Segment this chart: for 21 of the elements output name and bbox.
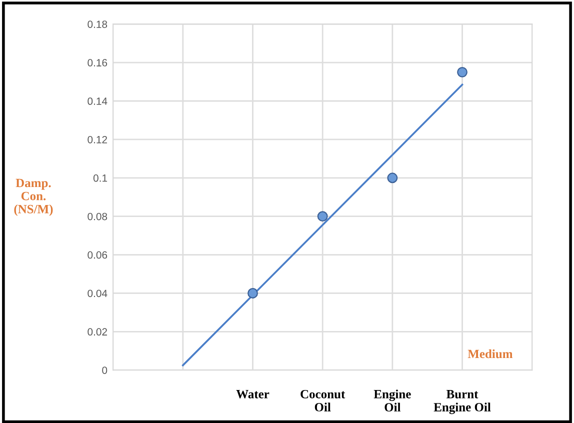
- y-tick-label: 0.16: [88, 59, 108, 66]
- y-tick-label: 0.02: [88, 328, 107, 336]
- point: [248, 288, 258, 298]
- x-tick-label: Coconut Oil: [300, 390, 346, 412]
- y-tick-label: 0: [102, 366, 108, 374]
- y-tick-label: 0.1: [93, 174, 108, 182]
- y-axis-title: Damp. Con. (NS/M): [14, 178, 53, 216]
- y-tick-label: 0.14: [88, 98, 108, 105]
- line-series: [182, 84, 464, 366]
- x-tick-label: Engine Oil: [374, 390, 411, 412]
- x-tick-label: Burnt Engine Oil: [434, 390, 491, 414]
- x-axis-title: Medium: [468, 349, 513, 358]
- x-tick-label: Water: [236, 390, 270, 398]
- point: [457, 66, 468, 78]
- y-tick-label: 0.12: [88, 136, 107, 144]
- point: [317, 211, 328, 222]
- y-tick-label: 0.04: [88, 290, 108, 298]
- point: [387, 172, 398, 184]
- y-tick-label: 0.06: [88, 251, 108, 259]
- y-tick-label: 0.18: [88, 20, 108, 28]
- y-tick-label: 0.08: [88, 212, 108, 220]
